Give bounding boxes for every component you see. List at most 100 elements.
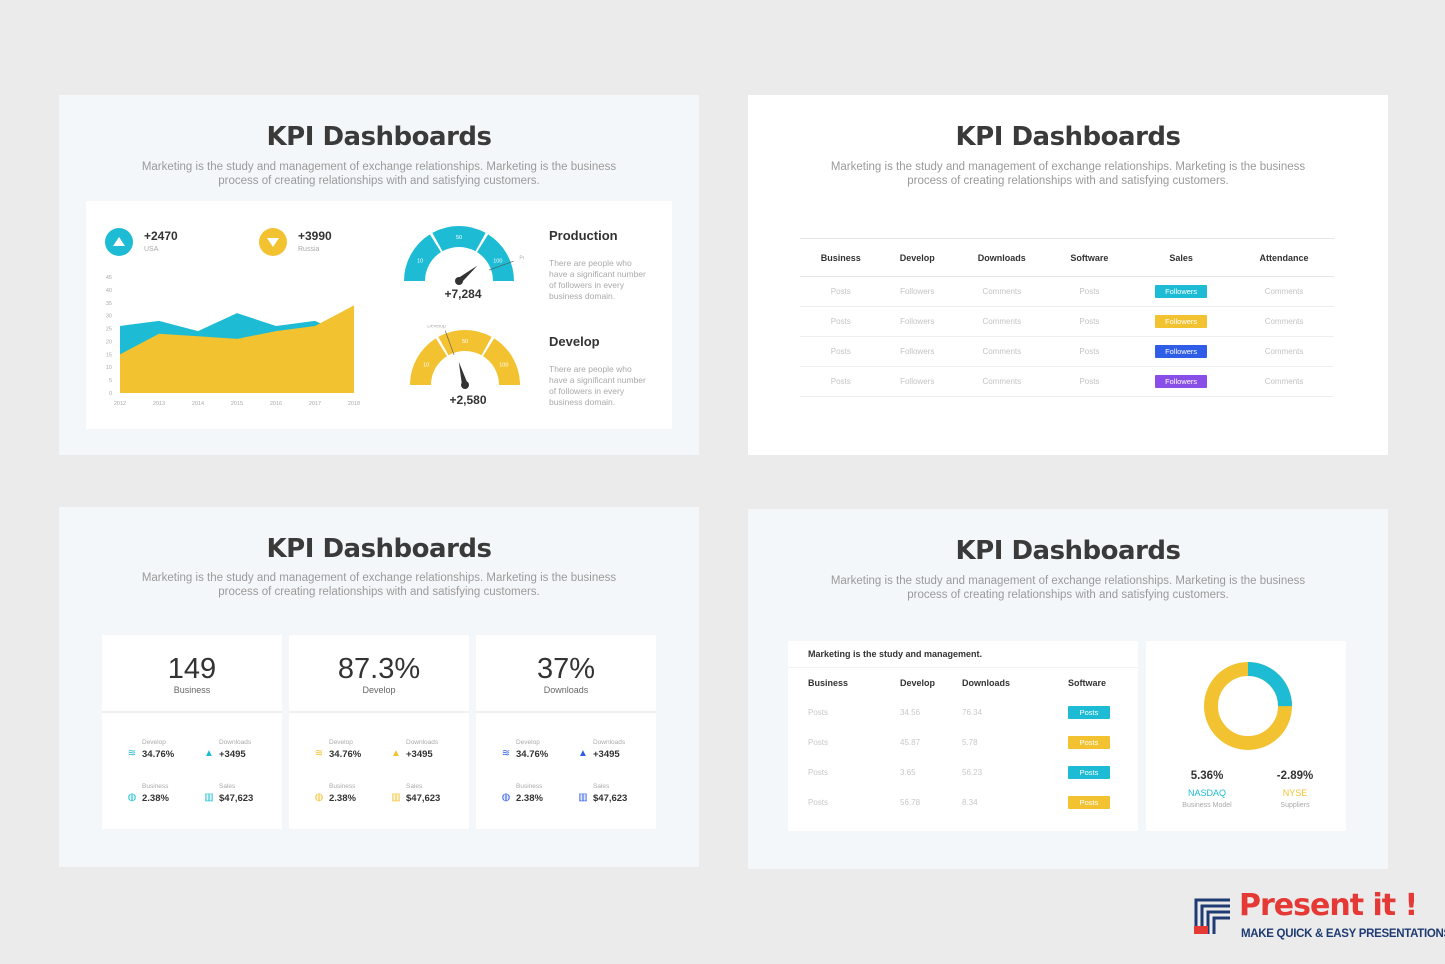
column-header: Software: [1050, 238, 1129, 277]
table-cell: Followers: [1128, 366, 1235, 397]
stat-label: Downloads: [406, 739, 439, 746]
table-cell: Followers: [881, 366, 953, 397]
logo-name: Present it !: [1239, 888, 1418, 923]
table-cell: 56.78: [900, 797, 921, 807]
globe-icon: ◍: [314, 792, 324, 803]
sales-table: Business Develop Downloads Software Sale…: [800, 238, 1334, 397]
column-header: Downloads: [952, 238, 1051, 277]
table-cell: Posts: [808, 797, 829, 807]
market-table-panel: Marketing is the study and management. B…: [788, 641, 1138, 831]
stat-label: Downloads: [219, 739, 252, 746]
table-cell: Posts: [1050, 366, 1129, 397]
pyramid-icon: ▲: [204, 748, 214, 759]
stat-value: $47,623: [219, 793, 254, 804]
stat-label: Business: [329, 783, 356, 790]
kpi-label-usa: USA: [144, 246, 159, 253]
y-tick-label: 25: [106, 327, 112, 333]
gauge-hub: [455, 277, 463, 285]
sales-pill: Followers: [1155, 375, 1208, 388]
table-cell: Comments: [952, 366, 1051, 397]
develop-description: There are people who have a significant …: [549, 364, 646, 407]
table-row: Posts 34.56 76.34 Posts: [808, 697, 1118, 727]
gauge-segment: [483, 338, 520, 385]
table-cell: Followers: [881, 276, 953, 307]
stat-value: 2.38%: [329, 793, 356, 804]
software-pill: Posts: [1068, 765, 1110, 779]
gauge-marker-label: Develop: [427, 325, 446, 330]
stat-label: Sales: [593, 783, 610, 790]
column-header: Business: [800, 238, 882, 277]
donut-slice-teal: [1204, 662, 1292, 750]
table-cell: Comments: [952, 336, 1051, 367]
stat-value: 34.76%: [142, 749, 175, 760]
table-cell: 3.65: [900, 767, 916, 777]
table-row: Posts Followers Comments Posts Followers…: [800, 336, 1334, 367]
card-label: Develop: [362, 685, 396, 695]
table-cell: Comments: [1234, 366, 1334, 397]
card-label: Business: [173, 685, 211, 695]
y-tick-label: 10: [106, 365, 112, 371]
table-cell: Posts: [1068, 787, 1118, 817]
pyramid-icon: ▲: [578, 748, 588, 759]
stat-value: +3495: [593, 749, 620, 760]
gauge-segment: [404, 234, 441, 281]
sales-pill: Followers: [1155, 285, 1208, 298]
gauge-tick-label: 10: [423, 362, 429, 368]
table-cell: Followers: [1128, 306, 1235, 337]
table-title: Marketing is the study and management.: [808, 649, 983, 659]
column-header: Develop: [881, 238, 953, 277]
gauge-segment: [432, 226, 486, 252]
slide-subtitle: Marketing is the study and management of…: [830, 575, 1306, 601]
card-label: Downloads: [543, 685, 589, 695]
kpi-label-russia: Russia: [298, 246, 320, 253]
table-cell: Posts: [800, 366, 882, 397]
stat-label: Business: [142, 783, 169, 790]
nyse-description: Suppliers: [1280, 802, 1310, 809]
nasdaq-name: NASDAQ: [1187, 788, 1226, 798]
card-big-value: 37%: [536, 653, 596, 685]
table-cell: Posts: [808, 737, 829, 747]
slide-subtitle: Marketing is the study and management of…: [830, 161, 1306, 187]
table-cell: Posts: [808, 707, 829, 717]
donut-chart: [1204, 662, 1292, 750]
stat-value: +3495: [219, 749, 246, 760]
down-arrow-icon: [259, 228, 287, 256]
x-tick-label: 2018: [348, 401, 360, 407]
production-value: +7,284: [444, 287, 482, 301]
y-tick-label: 0: [109, 391, 112, 397]
gauge-segment: [410, 338, 447, 385]
nasdaq-description: Business Model: [1182, 802, 1232, 809]
column-header: Attendance: [1234, 238, 1334, 277]
gauge-tick-label: 100: [499, 362, 508, 368]
table-cell: 45.87: [900, 737, 921, 747]
slide-area-chart-gauges: KPI Dashboards Marketing is the study an…: [59, 95, 699, 455]
gauge-marker-line: [444, 330, 455, 356]
slide-title: KPI Dashboards: [955, 122, 1181, 152]
gauge-needle: [458, 361, 468, 386]
table-cell: 76.34: [962, 707, 983, 717]
pyramid-icon: ▲: [391, 748, 401, 759]
gauge-hub: [461, 381, 469, 389]
divider: [788, 667, 1138, 668]
table-row: Posts Followers Comments Posts Followers…: [800, 276, 1334, 307]
table-row: Posts 56.78 8.34 Posts: [808, 787, 1118, 817]
stat-label: Sales: [219, 783, 236, 790]
stat-label: Develop: [516, 739, 540, 746]
y-tick-label: 35: [106, 301, 112, 307]
column-header: Sales: [1128, 238, 1235, 277]
table-cell: Comments: [952, 276, 1051, 307]
stat-label: Develop: [142, 739, 166, 746]
table-cell: Posts: [1068, 727, 1118, 757]
stat-card-business: 149 Business Develop ≋ 34.76% Downloads …: [102, 635, 282, 829]
gauge-tick-label: 100: [493, 258, 502, 264]
slide-sales-table: KPI Dashboards Marketing is the study an…: [748, 95, 1388, 455]
table-cell: Posts: [800, 306, 882, 337]
table-cell: Comments: [1234, 336, 1334, 367]
card-big-value: 149: [167, 653, 217, 685]
y-tick-label: 15: [106, 352, 112, 358]
stat-value: 34.76%: [516, 749, 549, 760]
x-tick-label: 2012: [114, 401, 126, 407]
gauge-segment: [477, 234, 514, 281]
column-header: Downloads: [962, 678, 1011, 688]
table-cell: Comments: [1234, 276, 1334, 307]
